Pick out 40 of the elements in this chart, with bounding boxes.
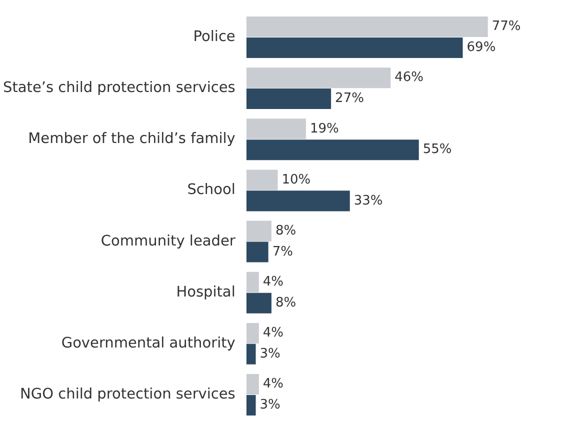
y-tick-label: Governmental authority: [61, 335, 236, 352]
bar: [246, 322, 259, 344]
bar: [246, 374, 259, 395]
data-label: 19%: [310, 121, 339, 136]
bar: [246, 242, 268, 262]
bar: [246, 16, 488, 38]
data-label: 4%: [262, 274, 284, 290]
data-label: 77%: [492, 19, 521, 34]
bar: [246, 190, 350, 212]
y-tick-label: Hospital: [176, 284, 236, 300]
bar: [246, 37, 463, 58]
bar: [246, 344, 256, 364]
data-label: 3%: [260, 346, 280, 362]
data-label: 8%: [275, 223, 296, 238]
y-tick-label: NGO child protection services: [20, 386, 236, 403]
data-label: 4%: [262, 326, 284, 341]
y-tick-label: School: [187, 182, 236, 198]
bar: [246, 220, 272, 242]
data-label: 33%: [354, 193, 383, 208]
data-label: 7%: [272, 244, 293, 260]
data-label: 3%: [260, 398, 280, 413]
data-label: 4%: [262, 376, 284, 392]
bar: [246, 68, 391, 88]
bar: [246, 394, 256, 416]
bar: [246, 88, 332, 110]
bar: [246, 170, 278, 190]
bar: [246, 272, 259, 292]
data-label: 46%: [394, 70, 424, 86]
y-tick-label: State’s child protection services: [2, 80, 236, 96]
y-tick-label: Police: [193, 29, 236, 46]
y-tick-label: Member of the child’s family: [28, 131, 236, 148]
data-label: 69%: [466, 40, 496, 56]
data-label: 10%: [282, 172, 311, 188]
y-tick-label: Community leader: [100, 233, 236, 250]
data-label: 55%: [422, 142, 452, 158]
data-label: 8%: [275, 295, 296, 310]
bar: [246, 140, 419, 160]
data-label: 27%: [335, 91, 364, 106]
bar: [246, 118, 306, 140]
bar: [246, 292, 272, 314]
